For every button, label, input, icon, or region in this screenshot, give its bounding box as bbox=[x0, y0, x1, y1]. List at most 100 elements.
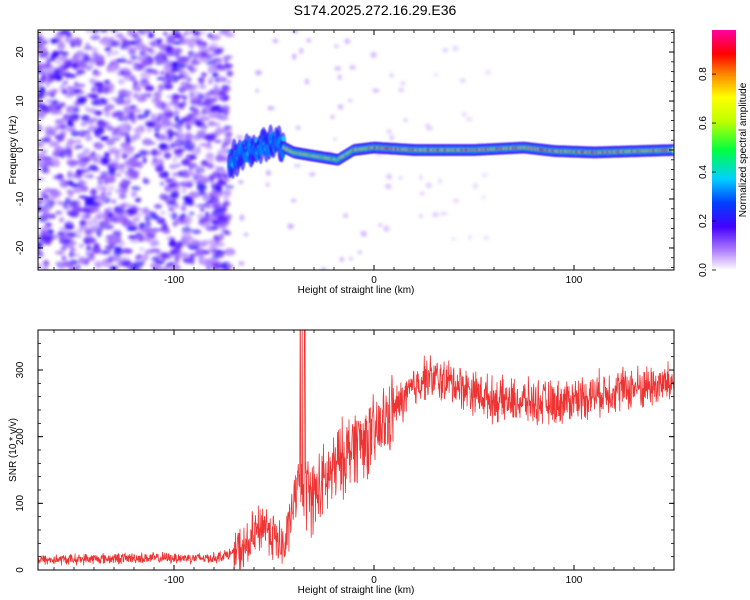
noise-blob bbox=[45, 207, 50, 213]
noise-blob bbox=[85, 132, 91, 139]
noise-blob bbox=[90, 35, 101, 40]
noise-blob bbox=[68, 210, 80, 218]
noise-blob bbox=[49, 197, 54, 202]
noise-blob bbox=[166, 47, 177, 52]
noise-blob bbox=[151, 148, 158, 157]
noise-blob bbox=[206, 266, 211, 270]
noise-blob bbox=[208, 245, 217, 253]
noise-blob bbox=[92, 47, 98, 55]
noise-blob bbox=[93, 262, 101, 267]
noise-blob bbox=[215, 127, 224, 135]
noise-blob bbox=[110, 256, 119, 262]
noise-blob bbox=[205, 146, 213, 150]
noise-blob bbox=[223, 125, 229, 131]
noise-blob bbox=[386, 173, 392, 180]
noise-blob bbox=[154, 97, 161, 102]
noise-blob bbox=[73, 230, 84, 234]
noise-blob bbox=[74, 65, 83, 70]
noise-blob bbox=[272, 38, 279, 44]
noise-blob bbox=[330, 114, 335, 120]
noise-blob bbox=[135, 85, 142, 92]
noise-blob bbox=[74, 139, 82, 144]
noise-blob bbox=[198, 254, 205, 263]
noise-blob bbox=[62, 147, 73, 154]
noise-blob bbox=[472, 182, 478, 189]
noise-blob bbox=[38, 200, 43, 204]
noise-blob bbox=[121, 69, 126, 75]
y-tick-label: 200 bbox=[15, 428, 26, 445]
noise-blob bbox=[68, 266, 79, 270]
noise-blob bbox=[66, 231, 77, 238]
noise-blob bbox=[290, 199, 297, 203]
noise-blob bbox=[224, 185, 234, 189]
noise-blob bbox=[94, 127, 105, 135]
noise-blob bbox=[178, 215, 185, 220]
noise-blob bbox=[222, 202, 231, 206]
noise-blob bbox=[75, 99, 80, 107]
noise-blob bbox=[221, 145, 227, 150]
noise-blob bbox=[440, 211, 448, 216]
noise-blob bbox=[198, 191, 207, 196]
noise-blob bbox=[62, 80, 69, 85]
noise-blob bbox=[137, 114, 149, 119]
noise-blob bbox=[153, 262, 158, 268]
noise-blob bbox=[57, 174, 64, 179]
y-tick-label: 300 bbox=[15, 361, 26, 378]
noise-blob bbox=[189, 106, 194, 111]
noise-blob bbox=[207, 33, 213, 38]
noise-blob bbox=[123, 145, 135, 152]
noise-blob bbox=[69, 73, 77, 79]
noise-blob bbox=[78, 257, 88, 265]
noise-blob bbox=[139, 247, 144, 251]
noise-blob bbox=[162, 195, 172, 202]
noise-blob bbox=[292, 53, 297, 60]
noise-blob bbox=[349, 65, 356, 70]
noise-blob bbox=[255, 70, 262, 76]
noise-blob bbox=[226, 80, 231, 84]
noise-blob bbox=[432, 211, 439, 218]
noise-blob bbox=[38, 162, 48, 168]
noise-blob bbox=[166, 95, 174, 99]
noise-blob bbox=[370, 51, 377, 59]
noise-blob bbox=[128, 171, 138, 176]
noise-blob bbox=[195, 120, 202, 127]
noise-blob bbox=[125, 208, 135, 214]
noise-blob bbox=[129, 75, 137, 82]
colorbar-tick-label: 0.6 bbox=[698, 116, 709, 130]
noise-blob bbox=[211, 204, 221, 210]
noise-blob bbox=[189, 95, 200, 101]
noise-blob bbox=[186, 84, 197, 92]
noise-blob bbox=[40, 41, 49, 45]
noise-blob bbox=[65, 86, 76, 91]
noise-blob bbox=[48, 103, 56, 111]
noise-blob bbox=[177, 102, 185, 107]
noise-blob bbox=[226, 189, 231, 198]
noise-blob bbox=[438, 178, 442, 184]
noise-blob bbox=[128, 48, 136, 56]
noise-blob bbox=[77, 96, 86, 105]
noise-blob bbox=[212, 191, 221, 199]
noise-blob bbox=[123, 150, 130, 154]
noise-blob bbox=[71, 174, 78, 180]
noise-blob bbox=[238, 180, 244, 185]
noise-blob bbox=[101, 185, 107, 194]
noise-blob bbox=[295, 125, 301, 130]
noise-blob bbox=[294, 164, 301, 168]
noise-blob bbox=[461, 111, 467, 117]
noise-blob bbox=[175, 63, 186, 69]
noise-blob bbox=[144, 214, 151, 222]
noise-blob bbox=[88, 164, 98, 171]
noise-blob bbox=[155, 251, 166, 255]
noise-blob bbox=[124, 212, 129, 218]
noise-blob bbox=[223, 231, 231, 235]
noise-blob bbox=[125, 163, 131, 170]
noise-blob bbox=[187, 242, 199, 246]
noise-blob bbox=[172, 110, 181, 115]
noise-blob bbox=[212, 225, 220, 230]
noise-blob bbox=[214, 139, 222, 143]
noise-blob bbox=[347, 99, 353, 102]
noise-blob bbox=[59, 125, 67, 130]
noise-blob bbox=[201, 128, 208, 132]
noise-blob bbox=[38, 141, 45, 148]
noise-blob bbox=[177, 129, 183, 133]
